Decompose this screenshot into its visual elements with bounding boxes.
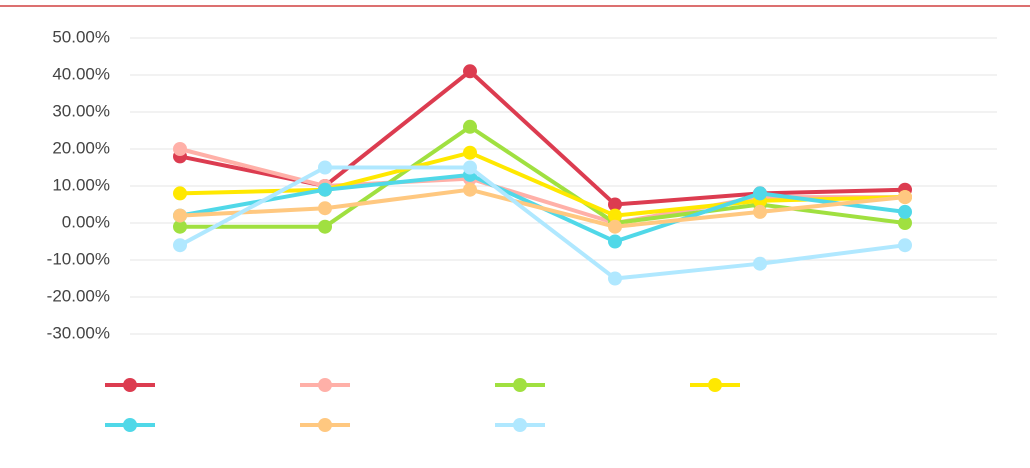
point (898, 190, 912, 205)
y-tick-label: 10.00% (52, 175, 110, 194)
legend-swatch-dot (318, 378, 332, 392)
point (173, 238, 187, 253)
point (173, 186, 187, 201)
point (608, 208, 622, 223)
legend-swatch-dot (708, 378, 722, 392)
legend-swatch-dot (123, 418, 137, 432)
point (753, 204, 767, 219)
point (173, 142, 187, 156)
point (318, 201, 332, 216)
point (753, 186, 767, 201)
point (173, 219, 187, 234)
point (898, 204, 912, 219)
legend-swatch-dot (513, 418, 527, 432)
y-tick-label: 30.00% (52, 101, 110, 120)
point (463, 119, 477, 134)
legend-swatch-dot (318, 418, 332, 432)
y-tick-label: 40.00% (52, 64, 110, 83)
y-tick-label: 50.00% (52, 27, 110, 46)
point (318, 160, 332, 175)
point (463, 64, 477, 79)
series-line (179, 187, 906, 229)
legend-swatch-dot (513, 378, 527, 392)
point (608, 271, 622, 286)
series-line (179, 165, 906, 281)
series-line (179, 150, 906, 218)
y-tick-label: 20.00% (52, 138, 110, 157)
y-tick-label: -30.00% (47, 323, 110, 342)
point (753, 256, 767, 271)
point (608, 219, 622, 234)
point (898, 216, 912, 230)
point (608, 234, 622, 249)
y-tick-label: -20.00% (47, 286, 110, 305)
legend-swatch-dot (123, 378, 137, 392)
point (463, 182, 477, 197)
point (463, 160, 477, 175)
point (318, 219, 332, 234)
point (898, 238, 912, 253)
point (608, 197, 622, 212)
point (463, 145, 477, 160)
y-tick-label: 0.00% (62, 212, 110, 231)
point (173, 208, 187, 223)
y-tick-label: -10.00% (47, 249, 110, 268)
point (318, 182, 332, 197)
